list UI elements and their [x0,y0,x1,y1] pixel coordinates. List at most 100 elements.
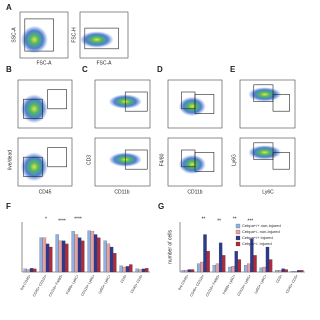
panel-label: E [230,65,236,74]
axis-label: CD11b [187,189,202,195]
bar [39,237,43,273]
significance: **** [58,218,66,224]
axis-label: FSC-A [97,60,113,66]
bar [93,234,98,273]
bar [109,246,114,273]
plot-frame [79,11,129,59]
bar [278,270,282,273]
bar [234,251,238,273]
axis-label: CD45 [39,189,52,195]
bar [141,268,146,273]
gate [194,152,215,172]
plot-frame [19,11,69,59]
plot-frame [94,79,151,129]
x-tick-label: F4/80+ Ly6C+ [222,274,236,295]
bar [26,269,31,273]
axis-label: CD11b [114,189,129,195]
x-tick-label: CD45+ CD3+ [130,274,144,294]
panel-label: D [157,65,163,74]
bar [97,237,101,273]
bar [181,270,185,273]
bar [122,266,127,273]
bar [55,234,59,273]
axis-label: Ly6C [262,189,274,195]
bar [125,266,130,273]
bar [135,268,139,273]
gate [253,84,274,102]
plot-frame [167,137,223,187]
gate [124,91,148,112]
bar [138,269,143,273]
bar [231,266,235,273]
x-tick-label: CD11b+ Ly6G+ [237,274,252,297]
bar [129,264,133,273]
x-tick-label: CD45+ CD3+ [285,274,299,294]
bar [212,265,217,273]
plot-frame [239,79,296,129]
bar [71,231,75,273]
x-tick-label: CD11b+ F4/80+ [48,274,64,297]
legend-label: Cebpa+/- non-injured [242,229,280,234]
bar [259,267,263,273]
bar [113,253,117,273]
bar [23,268,27,273]
bar [265,246,270,273]
bar [49,246,53,273]
legend-swatch [235,229,241,235]
gate [47,89,67,110]
bar [206,251,210,273]
bar [222,255,226,273]
gate [23,98,43,119]
bar [215,263,220,273]
plot-frame [167,79,223,129]
bar [190,269,195,273]
bar [187,269,192,273]
x-tick-label: F4/80+ Ly6C+ [65,274,79,295]
bar [77,237,82,273]
bar [268,259,273,273]
bar [87,230,91,273]
legend-swatch [235,235,241,241]
bar [300,270,304,273]
x-tick-label: CD3+ [275,274,283,284]
axis-label: F4/80 [159,153,165,166]
panel-label: A [6,3,12,12]
gate [124,149,148,170]
bar [228,266,232,273]
bar [184,270,188,273]
cell-cloud [20,25,48,54]
bar [103,240,107,273]
bar [203,234,207,273]
legend-label: Cebpa+/- injured [242,241,272,246]
bar [281,268,285,273]
bar [90,231,95,273]
significance: ** [233,216,237,222]
legend-swatch [235,223,241,229]
x-tick-label: live CD45+ [177,274,189,291]
gate [272,94,290,112]
plot-frame [17,137,73,187]
x-tick-label: CD11b+ F4/80+ [205,274,221,297]
bar [42,237,47,273]
significance: ** [201,216,205,222]
bar [65,243,69,273]
gate [272,152,290,170]
significance: * [45,216,47,222]
gate [24,18,54,52]
axis-label: Ly6G [231,154,237,166]
significance: ** [217,218,221,224]
x-tick-label: live CD45+ [20,274,32,291]
gate [194,94,215,114]
significance: **** [74,216,82,222]
legend-swatch [235,241,241,247]
bar [45,243,50,273]
bar [145,268,149,273]
bar [61,240,66,273]
x-tick-label: CD45+ CD11b+ [189,274,205,297]
axis-label: live/dead [7,150,13,170]
axis-label: CD3 [86,155,92,165]
bar [33,268,37,273]
gate [253,142,274,160]
cell-cloud [20,152,48,182]
